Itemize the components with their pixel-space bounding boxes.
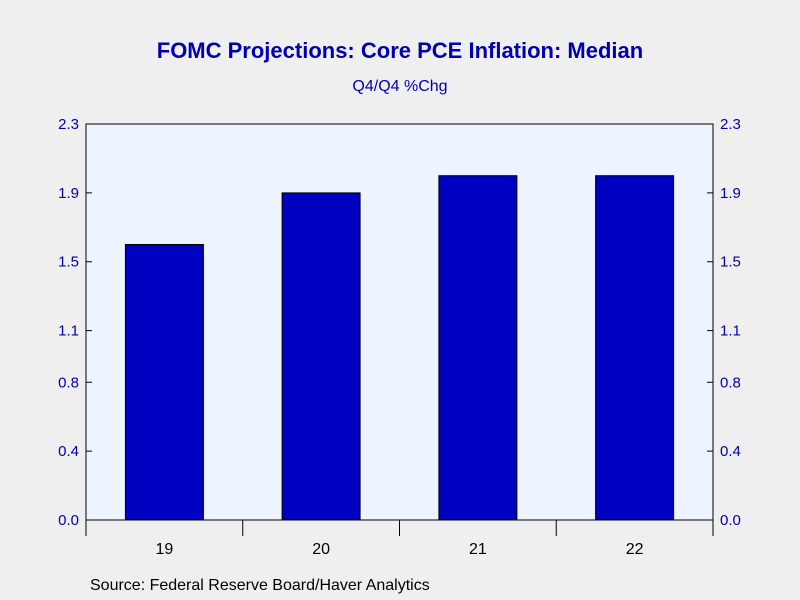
bars-group (124, 175, 675, 521)
right-tick-label: 0.4 (720, 443, 741, 460)
source-note: Source: Federal Reserve Board/Haver Anal… (90, 577, 430, 594)
left-tick-label: 1.5 (58, 254, 79, 271)
right-tick-label: 0.0 (720, 512, 741, 529)
bar-20 (281, 192, 361, 521)
right-tick-label: 1.9 (720, 185, 741, 202)
right-tick-label: 2.3 (720, 116, 741, 133)
left-tick-label: 1.9 (58, 185, 79, 202)
left-tick-label: 0.4 (58, 443, 79, 460)
bar-21 (438, 175, 518, 521)
left-y-axis: 0.0 0.4 0.8 1.1 1.5 1.9 2.3 (58, 116, 92, 529)
bar-22 (595, 175, 675, 521)
right-tick-label: 1.5 (720, 254, 741, 271)
right-tick-label: 0.8 (720, 374, 741, 391)
left-tick-label: 0.0 (58, 512, 79, 529)
left-tick-label: 0.8 (58, 374, 79, 391)
left-tick-label: 2.3 (58, 116, 79, 133)
left-tick-label: 1.1 (58, 323, 79, 340)
right-tick-label: 1.1 (720, 323, 741, 340)
bar-19 (124, 244, 204, 521)
x-tick-label: 20 (312, 541, 330, 558)
x-tick-label: 19 (155, 541, 173, 558)
chart-subtitle: Q4/Q4 %Chg (352, 78, 448, 95)
right-y-axis: 0.0 0.4 0.8 1.1 1.5 1.9 2.3 (707, 116, 741, 529)
chart-title: FOMC Projections: Core PCE Inflation: Me… (156, 38, 644, 63)
x-tick-label: 22 (626, 541, 644, 558)
x-axis: 19 20 21 22 (85, 520, 714, 558)
x-tick-label: 21 (469, 541, 487, 558)
